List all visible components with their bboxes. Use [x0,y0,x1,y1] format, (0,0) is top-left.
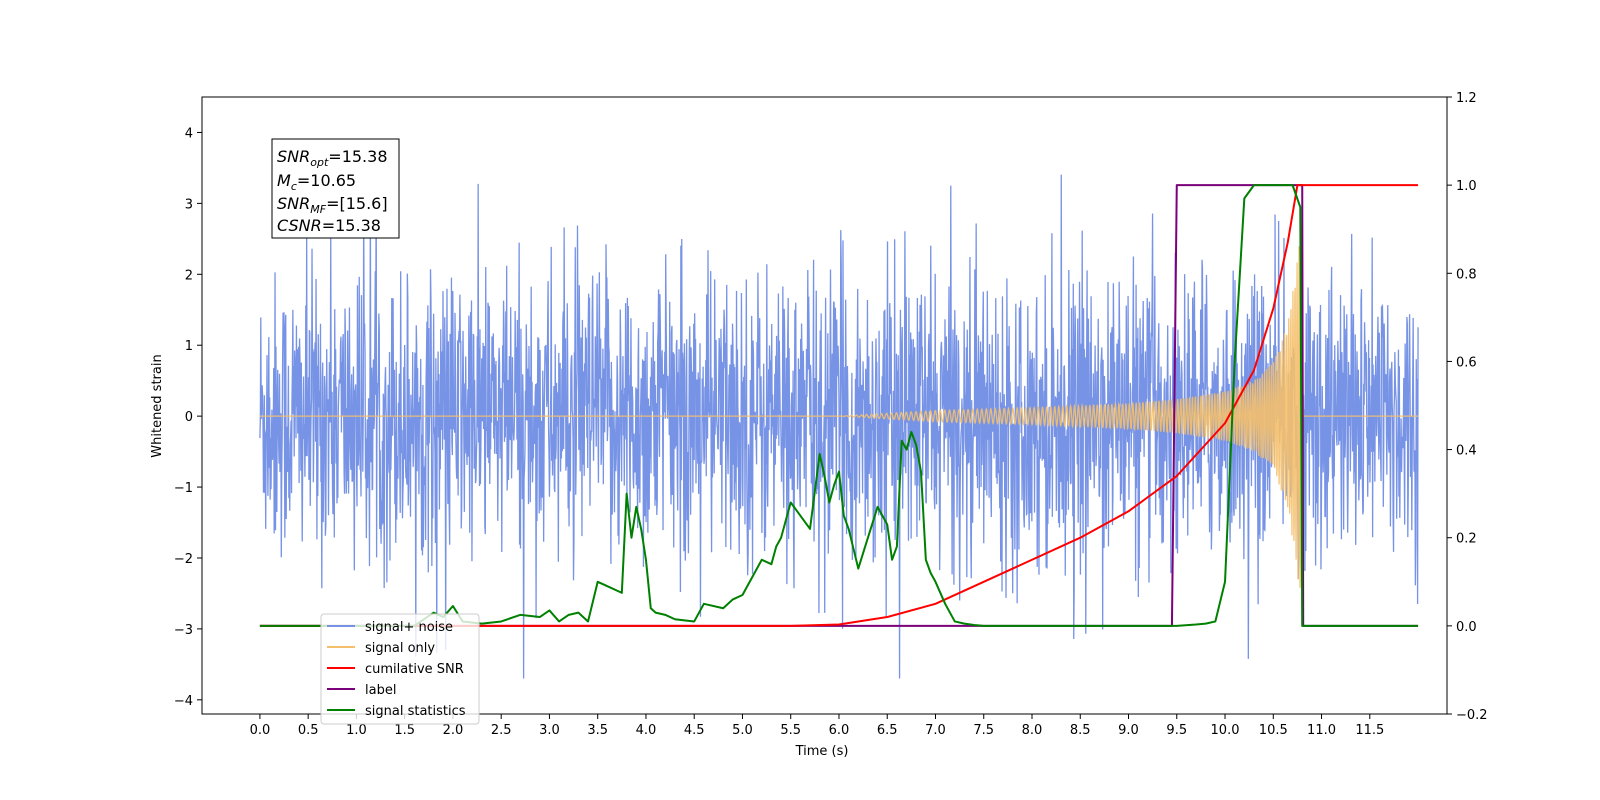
line-signal-statistics [259,184,1419,627]
y-right-tick-label: 1.2 [1456,91,1477,106]
y-axis-label: Whitened strain [150,354,165,457]
y-right-tick-label: 0.8 [1456,267,1477,282]
y-left-tick-label: 2 [185,268,193,283]
x-tick-label: 4.5 [684,723,705,738]
y-left-axis-ticks: −4 −3 −2 −1 0 1 2 3 4 [174,126,202,709]
y-left-tick-label: −1 [174,481,193,496]
legend-label-label: label [365,683,396,698]
x-tick-label: 4.0 [636,723,657,738]
annotation-box [271,138,400,239]
x-tick-label: 7.5 [973,723,994,738]
y-left-tick-label: −3 [174,623,193,638]
y-right-tick-label: 0.4 [1456,444,1477,459]
x-tick-label: 5.5 [780,723,801,738]
y-right-tick-label: 0.0 [1456,620,1477,635]
x-tick-label: 10.0 [1211,723,1240,738]
y-left-tick-label: 3 [185,197,193,212]
y-left-tick-label: −4 [174,694,193,709]
x-tick-label: 5.0 [732,723,753,738]
legend-label-signal-statistics: signal statistics [365,704,466,719]
annotation-line-csnr: CSNR=15.38 [277,216,381,235]
y-left-tick-label: −2 [174,552,193,567]
y-left-tick-label: 1 [185,339,193,354]
x-tick-label: 0.0 [250,723,271,738]
y-right-tick-label: 0.2 [1456,532,1477,547]
y-right-tick-label: 1.0 [1456,179,1477,194]
legend-label-signal-noise: signal+ noise [365,620,453,635]
legend-label-cumulative-snr: cumilative SNR [365,662,464,677]
line-signal-only [259,226,1419,627]
x-tick-label: 11.0 [1307,723,1336,738]
x-tick-label: 6.5 [877,723,898,738]
y-right-axis-ticks: −0.2 0.0 0.2 0.4 0.6 0.8 1.0 1.2 [1447,91,1488,723]
x-tick-label: 2.5 [491,723,512,738]
y-right-tick-label: −0.2 [1456,708,1488,723]
x-tick-label: 1.0 [346,723,367,738]
annotation-line-snr-opt: SNRopt=15.38 [277,147,388,169]
y-left-tick-label: 4 [185,126,193,141]
x-tick-label: 3.0 [539,723,560,738]
x-tick-label: 8.5 [1070,723,1091,738]
x-tick-label: 9.5 [1166,723,1187,738]
x-tick-label: 1.5 [394,723,415,738]
y-left-tick-label: 0 [185,410,193,425]
legend-label-signal-only: signal only [365,641,435,656]
x-tick-label: 2.0 [443,723,464,738]
series-signal-only [259,226,1419,627]
annotation-line-snr-mf: SNRMF=[15.6] [277,194,388,216]
plot-frame [201,96,1448,715]
x-tick-label: 3.5 [587,723,608,738]
x-tick-label: 9.0 [1118,723,1139,738]
line-cumulative-snr [259,184,1419,627]
right-axis-series [259,184,1419,627]
x-axis-label: Time (s) [795,744,849,759]
x-tick-label: 10.5 [1259,723,1288,738]
stats-annotation: SNRopt=15.38 Mc=10.65 SNRMF=[15.6] CSNR=… [271,138,400,239]
annotation-line-mc: Mc=10.65 [277,171,356,193]
legend-box [320,613,480,725]
x-tick-label: 8.0 [1022,723,1043,738]
x-axis-ticks: 0.0 0.5 1.0 1.5 2.0 2.5 3.0 3.5 4.0 4.5 5.0 5.5 6.0 6… [250,714,1384,738]
x-tick-label: 6.0 [829,723,850,738]
x-tick-label: 0.5 [298,723,319,738]
x-tick-label: 7.0 [925,723,946,738]
x-tick-label: 11.5 [1355,723,1384,738]
y-right-tick-label: 0.6 [1456,355,1477,370]
legend: signal+ noise signal only cumilative SNR… [320,613,480,725]
